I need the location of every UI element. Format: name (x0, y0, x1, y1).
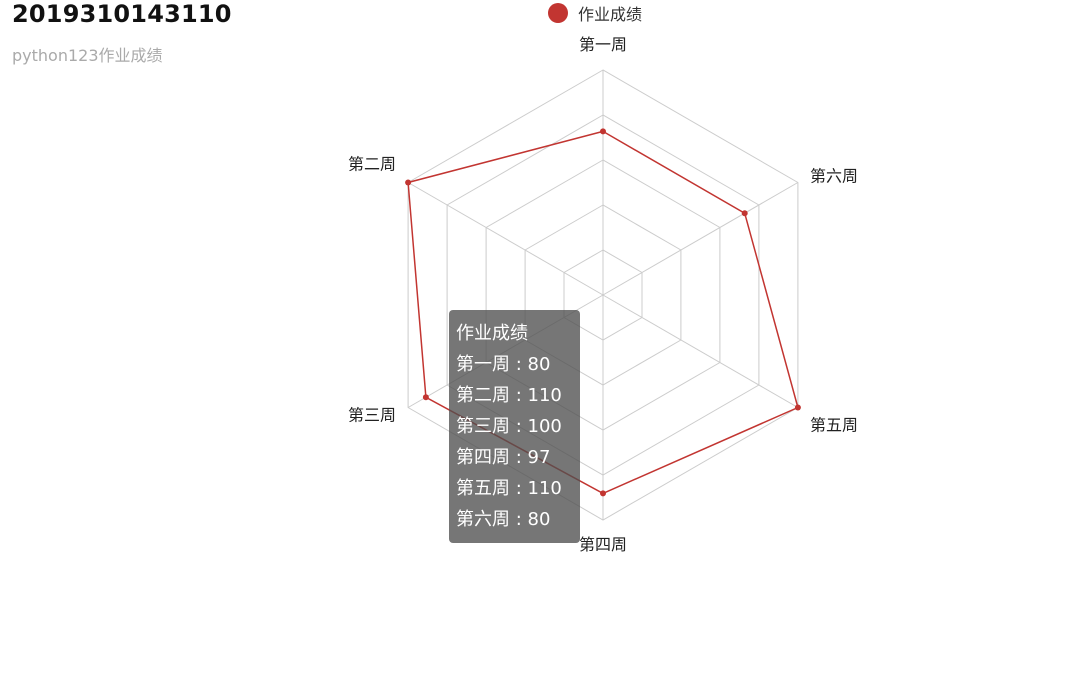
legend-label: 作业成绩 (578, 5, 643, 24)
data-point-week6[interactable] (741, 210, 748, 217)
axis-line-5 (602, 294, 799, 408)
axis-line-2 (407, 182, 604, 296)
tooltip-row-week2: 第二周 : 110 (456, 385, 562, 406)
indicator-label-week3: 第三周 (348, 406, 396, 425)
tooltip-row-week3: 第三周 : 100 (456, 416, 562, 437)
tooltip-row-week5: 第五周 : 110 (456, 478, 562, 499)
chart-title: 2019310143110 (12, 0, 232, 28)
legend-marker-icon (548, 3, 568, 23)
tooltip-title: 作业成绩 (456, 323, 528, 344)
indicator-label-week4: 第四周 (579, 535, 627, 554)
tooltip-row-week4: 第四周 : 97 (456, 447, 551, 468)
indicator-label-week1: 第一周 (579, 35, 627, 54)
legend-item[interactable]: 作业成绩 (548, 2, 642, 24)
data-point-week4[interactable] (600, 490, 606, 497)
indicator-label-week2: 第二周 (348, 155, 396, 174)
chart-subtitle: python123作业成绩 (12, 46, 163, 65)
tooltip: 作业成绩 第一周 : 80 第二周 : 110 第三周 : 100 第四周 : … (449, 310, 580, 543)
data-point-week1[interactable] (600, 128, 606, 135)
radar-series[interactable] (405, 128, 801, 497)
axis-line-6 (602, 182, 799, 296)
tooltip-row-week1: 第一周 : 80 (456, 354, 551, 375)
indicator-label-week5: 第五周 (810, 416, 858, 435)
data-point-week5[interactable] (794, 404, 801, 411)
data-point-week2[interactable] (405, 179, 412, 186)
indicator-label-week6: 第六周 (810, 167, 858, 186)
data-point-week3[interactable] (422, 394, 429, 401)
tooltip-row-week6: 第六周 : 80 (456, 509, 551, 530)
